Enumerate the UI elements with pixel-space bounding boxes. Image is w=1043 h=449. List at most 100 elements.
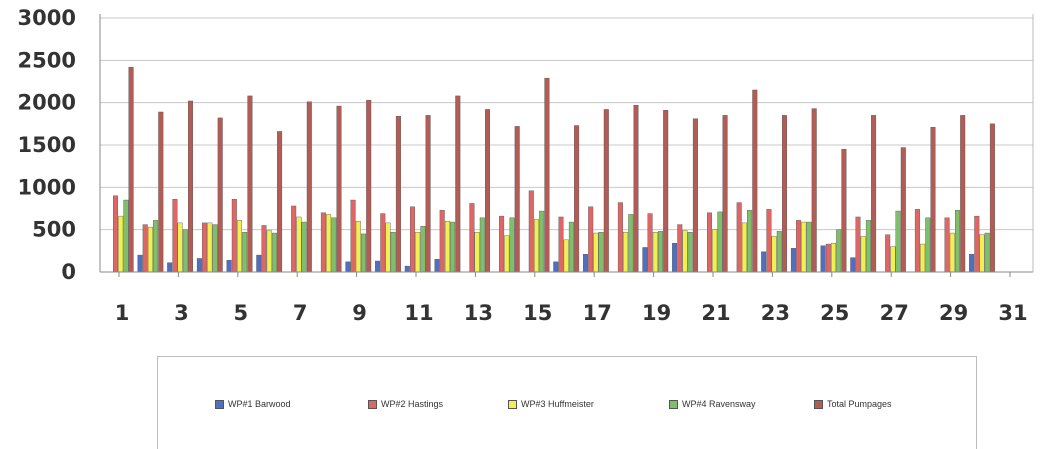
bar	[395, 116, 401, 273]
bar	[914, 209, 920, 273]
grid-lines	[100, 17, 1033, 273]
bar	[712, 229, 718, 273]
bar	[375, 260, 381, 273]
bar	[895, 210, 901, 273]
bar	[385, 222, 391, 273]
bar	[172, 198, 178, 273]
bar	[563, 239, 569, 273]
bar	[404, 265, 410, 273]
legend-label: WP#2 Hastings	[381, 399, 444, 409]
bar	[320, 212, 326, 273]
bar	[306, 101, 312, 273]
y-axis-ticks: 0 500 1000 1500 2000 2500 3000	[18, 6, 76, 284]
bar	[603, 109, 609, 273]
bar	[350, 199, 356, 273]
bar	[677, 224, 683, 273]
bar	[231, 198, 237, 273]
bar	[687, 232, 693, 273]
bar	[277, 131, 283, 273]
bar	[855, 216, 861, 273]
bars	[112, 66, 995, 273]
bar	[736, 202, 742, 273]
bar	[410, 206, 416, 273]
bar	[850, 257, 856, 273]
y-tick-label: 500	[32, 218, 76, 242]
bar	[514, 126, 520, 273]
x-tick-label: 7	[293, 301, 308, 325]
bar	[692, 118, 698, 273]
bar	[782, 115, 788, 273]
bar	[623, 232, 629, 273]
bar	[949, 232, 955, 273]
bar	[301, 221, 307, 273]
bar	[836, 229, 842, 273]
bar	[474, 232, 480, 273]
x-tick-label: 11	[404, 301, 433, 325]
bar	[271, 232, 277, 273]
bar	[925, 217, 931, 273]
x-tick-label: 17	[583, 301, 612, 325]
bar	[450, 221, 456, 273]
bar	[242, 232, 248, 273]
bar	[598, 232, 604, 273]
bar	[247, 95, 253, 273]
legend-entry: WP#3 Huffmeister	[508, 397, 594, 411]
bar	[326, 214, 332, 273]
x-tick-label: 31	[998, 301, 1027, 325]
bar	[831, 243, 837, 273]
bar	[741, 222, 747, 273]
legend-label: WP#3 Huffmeister	[521, 399, 594, 409]
bar	[499, 215, 505, 273]
bar	[137, 254, 143, 273]
bar	[806, 221, 812, 273]
bar	[123, 199, 129, 273]
legend-swatch	[368, 399, 377, 409]
x-tick-label: 9	[352, 301, 367, 325]
bar	[682, 230, 688, 273]
bar	[841, 149, 847, 273]
bar	[153, 220, 159, 273]
bar	[182, 229, 188, 273]
legend-swatch	[814, 399, 823, 409]
y-tick-label: 1500	[18, 133, 76, 157]
bar	[177, 222, 183, 273]
y-tick-label: 1000	[18, 175, 76, 199]
bar	[504, 235, 510, 273]
bar	[930, 127, 936, 273]
legend-entry: WP#2 Hastings	[368, 397, 443, 411]
bar	[588, 206, 594, 273]
x-tick-label: 23	[761, 301, 790, 325]
bar	[955, 209, 961, 273]
x-tick-label: 27	[880, 301, 909, 325]
bar	[865, 220, 871, 273]
bar	[752, 89, 758, 273]
x-tick-label: 13	[464, 301, 493, 325]
bar	[291, 205, 297, 273]
legend-label: WP#1 Barwood	[228, 399, 291, 409]
bar	[568, 221, 574, 273]
bar	[989, 123, 995, 273]
legend-label: WP#4 Ravensway	[682, 399, 756, 409]
bar	[331, 217, 337, 273]
x-tick-label: 19	[642, 301, 671, 325]
bar	[118, 215, 124, 273]
bar	[434, 259, 440, 273]
bar	[485, 109, 491, 273]
legend-swatch	[508, 399, 517, 409]
bar	[771, 236, 777, 273]
x-tick-label: 3	[174, 301, 189, 325]
bar	[801, 221, 807, 273]
bar	[652, 232, 658, 273]
bar	[890, 246, 896, 273]
bar	[574, 125, 580, 273]
bar	[509, 217, 515, 273]
bar	[202, 222, 208, 273]
bar	[534, 219, 540, 273]
bar	[336, 105, 342, 273]
axes	[99, 14, 1034, 273]
bar	[261, 225, 267, 273]
bar	[766, 209, 772, 273]
legend-entry: WP#1 Barwood	[215, 397, 291, 411]
bar	[776, 231, 782, 273]
